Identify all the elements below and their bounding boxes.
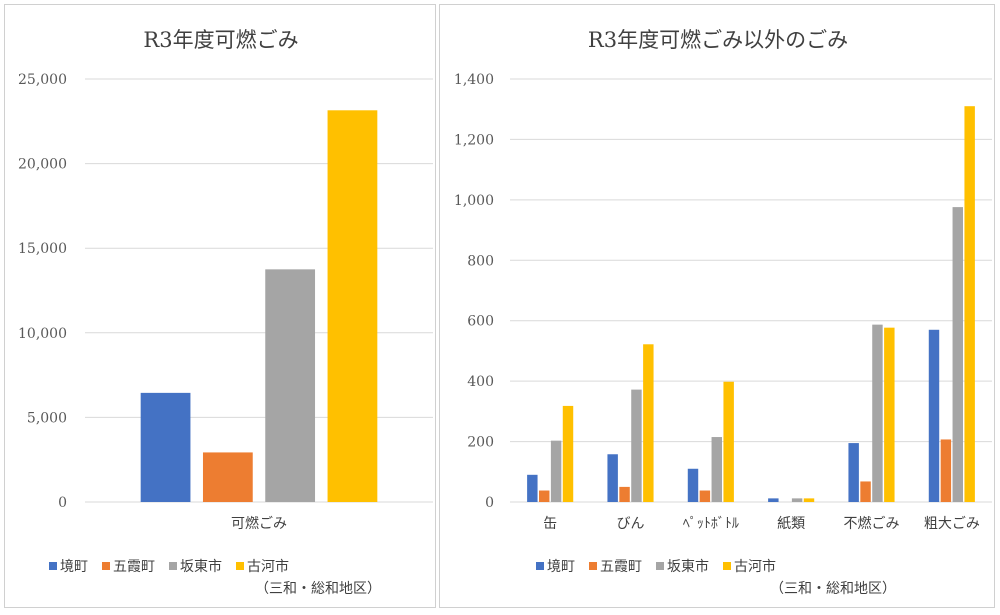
legend-swatch [49, 562, 57, 570]
chart-panel-non-combustible: R3年度可燃ごみ以外のごみ 境町: 90五霞町: 38坂東市: 203古河市: … [439, 4, 995, 608]
bar-古河市: 古河市: 23150 [327, 110, 378, 502]
bar-古河市: 古河市: 12 [803, 498, 815, 502]
x-category-label: 不燃ごみ [844, 515, 900, 532]
legend-label: 五霞町 [600, 559, 642, 575]
bar-境町: 境町: 12 [768, 498, 779, 502]
bar-坂東市: 坂東市: 587 [872, 324, 883, 502]
x-category-label: 可燃ごみ [231, 515, 287, 532]
legend-label: 坂東市 [667, 558, 709, 575]
non-combustible-chart-svg: R3年度可燃ごみ以外のごみ 境町: 90五霞町: 38坂東市: 203古河市: … [454, 28, 992, 597]
bar-境町: 境町: 6450 [140, 392, 191, 502]
area-note: （三和・総和地区） [255, 581, 381, 597]
bar-古河市: 古河市: 318 [562, 405, 574, 502]
bar-坂東市: 坂東市: 12 [791, 498, 803, 502]
bar-古河市: 古河市: 522 [643, 344, 654, 502]
legend-label: 境町 [60, 559, 88, 575]
y-tick-label: 5,000 [27, 410, 67, 426]
bar-五霞町: 五霞町: 68 [860, 481, 871, 502]
legend-swatch [169, 562, 177, 570]
x-category-label: 缶 [543, 516, 557, 532]
x-category-label: びん [617, 516, 645, 532]
legend-label: 古河市 [247, 558, 289, 575]
y-tick-label: 400 [467, 374, 494, 390]
legend-label: 坂東市 [180, 558, 222, 575]
bar-境町: 境町: 110 [687, 468, 699, 502]
bar-五霞町: 五霞町: 38 [699, 490, 711, 502]
legend-swatch [723, 562, 731, 570]
y-tick-label: 200 [467, 435, 494, 451]
y-tick-label: 1,000 [454, 193, 494, 209]
bar-五霞町: 五霞町: 38 [539, 490, 550, 502]
chart-panel-combustible: R3年度可燃ごみ 境町: 6450五霞町: 2930坂東市: 13750古河市:… [4, 4, 436, 608]
legend-swatch [236, 562, 244, 570]
bar-古河市: 古河市: 577 [884, 327, 895, 502]
y-tick-label: 15,000 [18, 241, 67, 257]
y-tick-label: 1,400 [454, 72, 494, 88]
x-category-label: ﾍﾟｯﾄﾎﾞﾄﾙ [683, 516, 739, 532]
x-category-labels: 可燃ごみ [231, 515, 287, 532]
y-tick-label: 800 [467, 253, 494, 269]
y-tick-label: 600 [467, 314, 494, 330]
legend-swatch [102, 562, 110, 570]
bar-坂東市: 坂東市: 976 [952, 207, 963, 502]
bars: 境町: 90五霞町: 38坂東市: 203古河市: 318境町: 158五霞町:… [527, 106, 975, 502]
bar-五霞町: 五霞町: 50 [619, 486, 630, 502]
bar-坂東市: 坂東市: 372 [631, 389, 642, 502]
bar-五霞町: 五霞町: 207 [940, 439, 952, 502]
bars: 境町: 6450五霞町: 2930坂東市: 13750古河市: 23150 [140, 110, 378, 502]
y-gridlines [85, 78, 433, 503]
y-tick-label: 0 [485, 495, 494, 511]
y-tick-label: 25,000 [18, 72, 67, 88]
legend-swatch [656, 562, 664, 570]
bar-坂東市: 坂東市: 203 [550, 440, 562, 502]
y-tick-labels: 0 5,000 10,000 15,000 20,000 25,000 [18, 72, 67, 511]
x-category-label: 紙類 [777, 516, 805, 532]
legend-label: 古河市 [734, 558, 776, 575]
y-gridlines [510, 78, 992, 503]
y-tick-label: 10,000 [18, 326, 67, 342]
y-tick-labels: 0 200 400 600 800 1,000 1,200 1,400 [454, 72, 494, 511]
y-tick-label: 20,000 [18, 157, 67, 173]
legend-swatch [589, 562, 597, 570]
chart-title: R3年度可燃ごみ [143, 28, 298, 52]
legend-label: 五霞町 [113, 559, 155, 575]
x-category-labels: 缶 びん ﾍﾟｯﾄﾎﾞﾄﾙ 紙類 不燃ごみ 粗大ごみ [543, 515, 980, 532]
bar-境町: 境町: 570 [928, 329, 940, 502]
bar-坂東市: 坂東市: 215 [711, 437, 722, 502]
x-category-label: 粗大ごみ [924, 516, 980, 532]
bar-古河市: 古河市: 398 [723, 381, 734, 502]
chart-title: R3年度可燃ごみ以外のごみ [588, 28, 848, 52]
legend-label: 境町 [547, 559, 575, 575]
area-note: （三和・総和地区） [770, 581, 896, 597]
y-tick-label: 1,200 [454, 132, 494, 148]
bar-坂東市: 坂東市: 13750 [265, 269, 316, 502]
legend-swatch [536, 562, 544, 570]
bar-境町: 境町: 158 [607, 454, 618, 502]
bar-境町: 境町: 90 [527, 474, 538, 502]
combustible-chart-svg: R3年度可燃ごみ 境町: 6450五霞町: 2930坂東市: 13750古河市:… [18, 28, 433, 597]
bar-五霞町: 五霞町: 2930 [202, 452, 253, 502]
bar-境町: 境町: 195 [848, 443, 859, 502]
legend: 境町 五霞町 坂東市 古河市 [49, 558, 289, 575]
y-tick-label: 0 [58, 495, 67, 511]
legend: 境町 五霞町 坂東市 古河市 [536, 558, 776, 575]
bar-古河市: 古河市: 1310 [964, 106, 975, 502]
